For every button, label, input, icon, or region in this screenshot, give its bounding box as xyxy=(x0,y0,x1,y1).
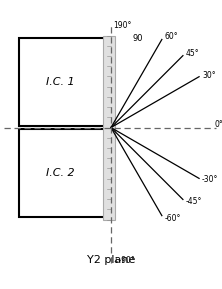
Text: 45°: 45° xyxy=(186,49,199,58)
Text: ↓-90°: ↓-90° xyxy=(113,256,136,265)
Text: 0°: 0° xyxy=(215,120,222,129)
Text: 60°: 60° xyxy=(165,32,178,41)
Text: -45°: -45° xyxy=(186,197,202,206)
Text: Y2 plane: Y2 plane xyxy=(87,255,135,265)
Text: I.C. 1: I.C. 1 xyxy=(46,77,75,87)
Bar xyxy=(103,36,115,220)
Text: 190°: 190° xyxy=(113,21,131,30)
Text: -30°: -30° xyxy=(202,175,218,184)
Text: -60°: -60° xyxy=(165,214,181,223)
Text: 90: 90 xyxy=(132,34,143,43)
Text: 30°: 30° xyxy=(202,71,216,80)
Text: I.C. 2: I.C. 2 xyxy=(46,168,75,178)
Bar xyxy=(19,38,108,126)
Bar xyxy=(19,129,108,217)
